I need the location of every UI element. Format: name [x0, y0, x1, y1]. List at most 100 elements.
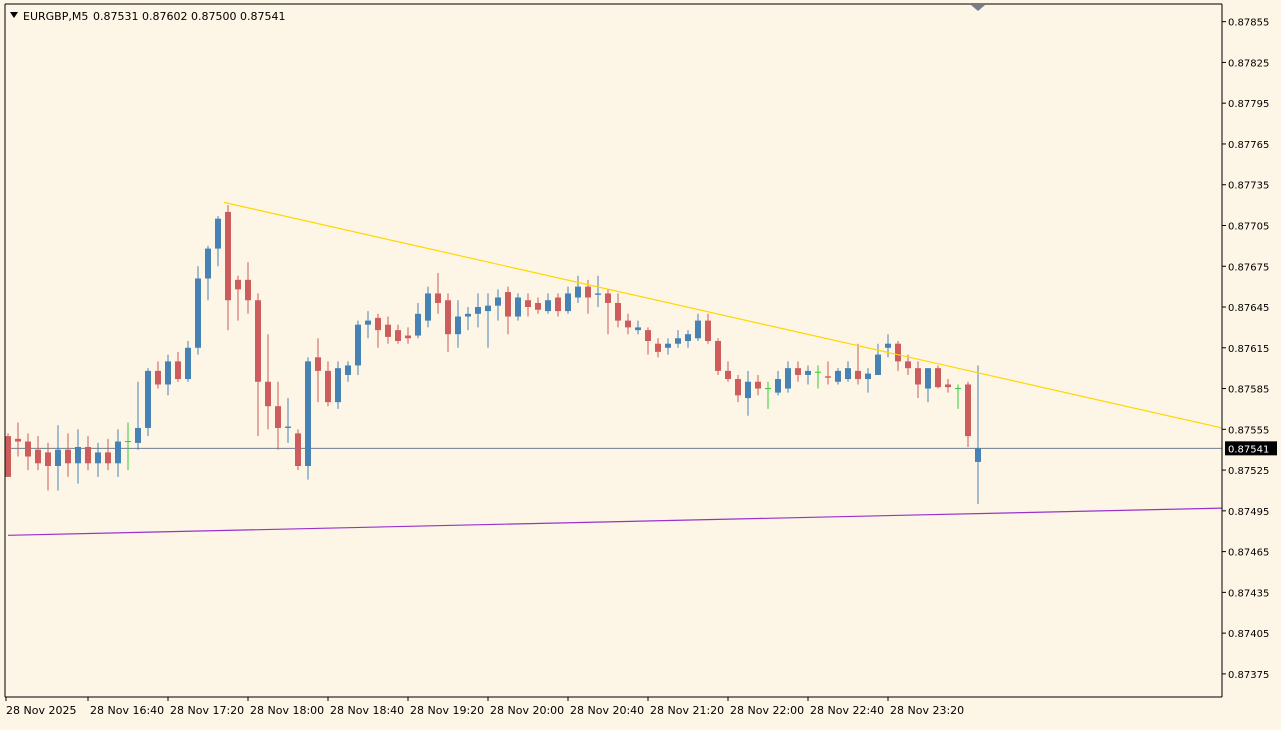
- candle[interactable]: [665, 338, 671, 355]
- candle[interactable]: [395, 324, 401, 344]
- candle[interactable]: [825, 361, 831, 385]
- candle[interactable]: [35, 436, 41, 471]
- candle[interactable]: [235, 275, 241, 321]
- candle[interactable]: [335, 361, 341, 409]
- candle[interactable]: [915, 361, 921, 399]
- candle[interactable]: [925, 368, 931, 403]
- candle[interactable]: [305, 357, 311, 480]
- candle[interactable]: [495, 289, 501, 321]
- candle[interactable]: [525, 293, 531, 317]
- candle[interactable]: [775, 370, 781, 396]
- candle[interactable]: [715, 338, 721, 375]
- candle[interactable]: [45, 442, 51, 491]
- candle[interactable]: [435, 273, 441, 314]
- candle[interactable]: [895, 340, 901, 371]
- candle[interactable]: [205, 245, 211, 301]
- candle[interactable]: [345, 361, 351, 382]
- candle[interactable]: [135, 381, 141, 450]
- candle[interactable]: [275, 381, 281, 450]
- candle[interactable]: [475, 293, 481, 328]
- candle[interactable]: [965, 381, 971, 447]
- candle[interactable]: [425, 286, 431, 328]
- candle[interactable]: [905, 354, 911, 375]
- trendline-upper[interactable]: [223, 201, 1223, 429]
- chart-shift-marker-icon[interactable]: [971, 5, 985, 11]
- candle[interactable]: [755, 374, 761, 396]
- candle[interactable]: [65, 433, 71, 477]
- candle[interactable]: [735, 374, 741, 403]
- candle[interactable]: [195, 266, 201, 355]
- candle[interactable]: [375, 313, 381, 348]
- candle[interactable]: [405, 327, 411, 344]
- candle[interactable]: [795, 361, 801, 382]
- candle[interactable]: [615, 293, 621, 328]
- candle[interactable]: [145, 368, 151, 437]
- candle[interactable]: [415, 302, 421, 339]
- candle[interactable]: [785, 361, 791, 393]
- candle[interactable]: [935, 365, 941, 389]
- candle[interactable]: [585, 279, 591, 314]
- candle[interactable]: [315, 338, 321, 403]
- candle[interactable]: [325, 361, 331, 407]
- candle[interactable]: [855, 343, 861, 385]
- candle[interactable]: [225, 205, 231, 331]
- candle[interactable]: [605, 289, 611, 335]
- candle[interactable]: [655, 338, 661, 358]
- candle[interactable]: [505, 286, 511, 335]
- candle[interactable]: [815, 365, 821, 389]
- candle[interactable]: [85, 436, 91, 471]
- candle[interactable]: [805, 365, 811, 385]
- candle[interactable]: [705, 313, 711, 344]
- candle[interactable]: [355, 320, 361, 375]
- candle[interactable]: [445, 293, 451, 352]
- candle[interactable]: [255, 293, 261, 437]
- candle[interactable]: [885, 334, 891, 358]
- candle[interactable]: [875, 343, 881, 375]
- candle[interactable]: [565, 286, 571, 314]
- candle[interactable]: [835, 368, 841, 385]
- candle[interactable]: [595, 275, 601, 308]
- candle[interactable]: [95, 442, 101, 477]
- candle[interactable]: [125, 422, 131, 471]
- symbol-menu-triangle-icon[interactable]: [10, 12, 18, 18]
- candle[interactable]: [295, 429, 301, 471]
- candle[interactable]: [975, 365, 981, 505]
- candle[interactable]: [465, 307, 471, 331]
- trendline-lower[interactable]: [7, 507, 1223, 536]
- candle[interactable]: [115, 429, 121, 477]
- candle[interactable]: [215, 215, 221, 267]
- candle[interactable]: [365, 311, 371, 339]
- candle[interactable]: [685, 330, 691, 348]
- candle[interactable]: [385, 316, 391, 344]
- candle[interactable]: [645, 327, 651, 355]
- candle[interactable]: [5, 433, 11, 477]
- candle[interactable]: [75, 429, 81, 484]
- candle[interactable]: [185, 340, 191, 382]
- candle[interactable]: [955, 384, 961, 409]
- candle[interactable]: [55, 425, 61, 491]
- candle[interactable]: [285, 398, 291, 443]
- candle[interactable]: [265, 334, 271, 430]
- candle[interactable]: [575, 275, 581, 303]
- candle[interactable]: [765, 381, 771, 409]
- candle[interactable]: [535, 297, 541, 314]
- candle[interactable]: [725, 361, 731, 382]
- candle[interactable]: [555, 293, 561, 317]
- candle[interactable]: [455, 300, 461, 348]
- candle[interactable]: [625, 313, 631, 335]
- candle[interactable]: [745, 370, 751, 416]
- candle[interactable]: [245, 262, 251, 314]
- candle[interactable]: [155, 361, 161, 389]
- candle[interactable]: [515, 293, 521, 321]
- candle[interactable]: [635, 320, 641, 335]
- candle[interactable]: [105, 438, 111, 471]
- candle[interactable]: [15, 422, 21, 457]
- candle[interactable]: [675, 330, 681, 348]
- candle[interactable]: [25, 433, 31, 471]
- candle[interactable]: [695, 313, 701, 341]
- candle[interactable]: [865, 368, 871, 393]
- candle[interactable]: [845, 361, 851, 382]
- candle[interactable]: [545, 293, 551, 314]
